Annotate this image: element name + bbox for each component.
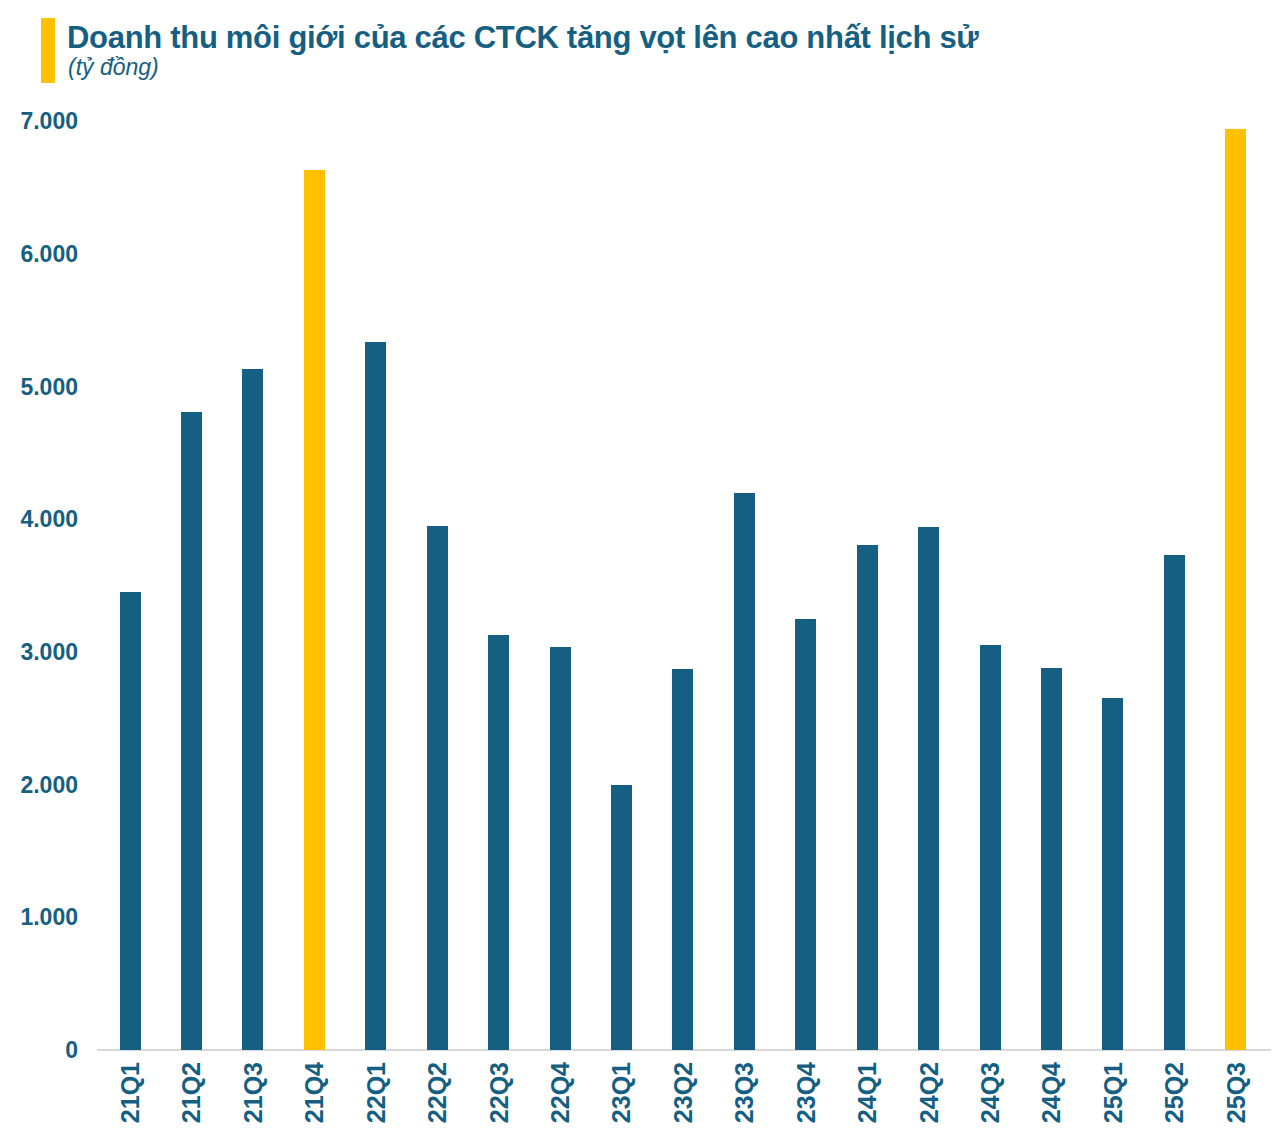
x-tick-label: 24Q3 [977, 1062, 1003, 1123]
bar-22Q4 [550, 647, 571, 1050]
bar-25Q1 [1102, 698, 1123, 1050]
bar-24Q2 [918, 527, 939, 1050]
x-tick-label: 22Q4 [547, 1062, 573, 1123]
bar-21Q1 [120, 592, 141, 1050]
x-tick-label: 25Q1 [1100, 1062, 1126, 1123]
x-tick-label: 24Q1 [854, 1062, 880, 1123]
x-tick-label: 22Q1 [363, 1062, 389, 1123]
y-tick-label: 7.000 [0, 107, 78, 135]
bar-22Q3 [488, 635, 509, 1050]
y-tick-label: 4.000 [0, 505, 78, 533]
bar-25Q2 [1164, 555, 1185, 1050]
bar-22Q1 [365, 342, 386, 1050]
bar-23Q3 [734, 493, 755, 1050]
x-tick-label: 23Q1 [608, 1062, 634, 1123]
x-tick-label: 21Q4 [301, 1062, 327, 1123]
x-tick-label: 24Q4 [1038, 1062, 1064, 1123]
x-tick-label: 21Q1 [117, 1062, 143, 1123]
bar-23Q2 [672, 669, 693, 1050]
x-tick-label: 25Q2 [1161, 1062, 1187, 1123]
y-tick-label: 2.000 [0, 771, 78, 799]
bar-21Q2 [181, 412, 202, 1050]
bar-22Q2 [427, 526, 448, 1050]
y-tick-label: 5.000 [0, 373, 78, 401]
bar-25Q3 [1225, 129, 1246, 1050]
bar-24Q1 [857, 545, 878, 1050]
bar-23Q4 [795, 619, 816, 1050]
x-tick-label: 24Q2 [916, 1062, 942, 1123]
y-tick-label: 0 [0, 1036, 78, 1064]
x-tick-label: 23Q3 [731, 1062, 757, 1123]
chart-title: Doanh thu môi giới của các CTCK tăng vọt… [67, 20, 979, 56]
y-tick-label: 6.000 [0, 240, 78, 268]
y-tick-label: 3.000 [0, 638, 78, 666]
x-tick-label: 23Q4 [793, 1062, 819, 1123]
bar-21Q4 [304, 170, 325, 1050]
x-tick-label: 23Q2 [670, 1062, 696, 1123]
x-tick-label: 25Q3 [1223, 1062, 1249, 1123]
bar-24Q4 [1041, 668, 1062, 1050]
x-tick-label: 22Q3 [486, 1062, 512, 1123]
bar-24Q3 [980, 645, 1001, 1050]
x-tick-label: 21Q3 [240, 1062, 266, 1123]
x-tick-label: 22Q2 [424, 1062, 450, 1123]
bar-21Q3 [242, 369, 263, 1050]
x-tick-label: 21Q2 [178, 1062, 204, 1123]
chart-unit-label: (tỷ đồng) [68, 54, 159, 81]
y-tick-label: 1.000 [0, 903, 78, 931]
bar-23Q1 [611, 785, 632, 1050]
title-accent-marker [41, 18, 55, 83]
bar-chart: Doanh thu môi giới của các CTCK tăng vọt… [0, 0, 1288, 1146]
